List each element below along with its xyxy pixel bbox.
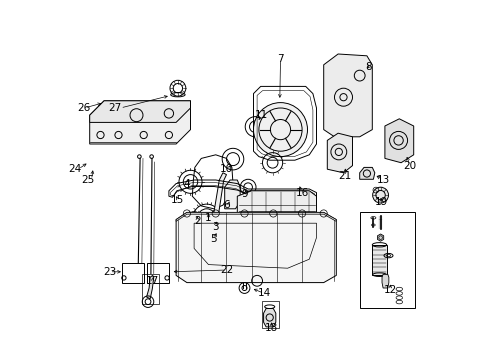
Bar — [122, 263, 143, 283]
Polygon shape — [176, 212, 336, 221]
Text: 11: 11 — [255, 110, 268, 120]
Circle shape — [378, 236, 382, 239]
Text: 20: 20 — [403, 161, 416, 171]
Text: 15: 15 — [171, 195, 184, 205]
Polygon shape — [326, 133, 352, 173]
Polygon shape — [377, 234, 383, 241]
Polygon shape — [224, 180, 240, 209]
Text: 1: 1 — [205, 213, 211, 223]
Text: 27: 27 — [108, 103, 122, 113]
Text: 24: 24 — [68, 164, 81, 174]
Text: 19: 19 — [374, 197, 387, 207]
Polygon shape — [263, 309, 275, 327]
Bar — [359, 212, 415, 308]
Bar — [147, 263, 168, 283]
Polygon shape — [146, 275, 153, 299]
Text: 26: 26 — [78, 103, 91, 113]
Bar — [261, 301, 279, 328]
Polygon shape — [237, 191, 316, 223]
Text: 21: 21 — [338, 171, 351, 181]
Text: 10: 10 — [220, 164, 233, 174]
Circle shape — [372, 187, 387, 203]
Polygon shape — [323, 54, 371, 137]
Text: 13: 13 — [376, 175, 389, 185]
Text: 4: 4 — [183, 179, 190, 189]
Text: 6: 6 — [223, 200, 229, 210]
Text: 18: 18 — [264, 323, 278, 333]
Circle shape — [253, 103, 307, 157]
Text: 16: 16 — [295, 188, 308, 198]
Text: 2: 2 — [194, 216, 201, 226]
Polygon shape — [89, 101, 190, 144]
Text: 25: 25 — [81, 175, 94, 185]
Text: 8: 8 — [365, 62, 371, 72]
Polygon shape — [381, 274, 388, 288]
Polygon shape — [212, 173, 226, 232]
Bar — [371, 245, 386, 275]
Text: 23: 23 — [102, 267, 116, 277]
Text: 7: 7 — [277, 54, 283, 64]
Polygon shape — [176, 212, 336, 283]
Polygon shape — [384, 119, 413, 163]
Text: 12: 12 — [383, 285, 396, 295]
Text: 3: 3 — [212, 222, 219, 232]
Polygon shape — [359, 167, 374, 179]
Text: 14: 14 — [257, 288, 270, 298]
Text: 5: 5 — [210, 234, 217, 244]
Bar — [142, 274, 159, 304]
Text: 9: 9 — [241, 189, 247, 199]
Polygon shape — [89, 101, 190, 122]
Text: 22: 22 — [220, 265, 233, 275]
Text: 17: 17 — [146, 276, 159, 286]
